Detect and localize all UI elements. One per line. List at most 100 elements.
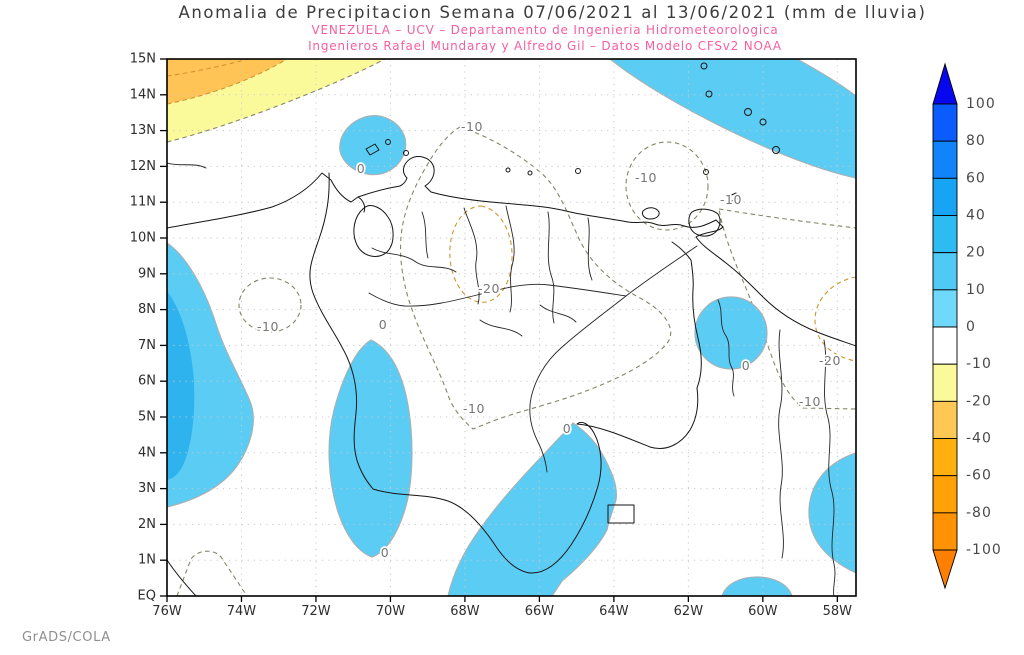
colorbar-tick-label: -20 xyxy=(966,393,992,409)
border-venezuela-guyana xyxy=(671,241,702,389)
lon-label: 60W xyxy=(748,604,778,619)
lat-label: 4N xyxy=(138,445,156,460)
colorbar-arrow-up xyxy=(932,62,958,105)
lat-label: 7N xyxy=(138,338,156,353)
border-venezuela-brazil xyxy=(372,387,699,574)
map-frame xyxy=(166,58,857,597)
island-trinidad xyxy=(688,208,721,237)
colorbar-tick-label: -80 xyxy=(966,505,992,521)
colorbar-segment xyxy=(932,289,958,328)
geography-layer xyxy=(167,62,856,596)
coastline-caribbean xyxy=(167,156,856,347)
colorbar-arrow-down xyxy=(932,549,958,590)
colorbar-segment xyxy=(932,326,958,365)
river-guyana-1 xyxy=(778,329,784,559)
colorbar-segment xyxy=(932,252,958,291)
islands-lesser-antilles xyxy=(385,62,780,176)
lon-label: 66W xyxy=(525,604,555,619)
region-neg20-core-east xyxy=(814,276,856,362)
lon-label: 62W xyxy=(674,604,704,619)
lat-label: 6N xyxy=(138,374,156,389)
colorbar-tick-label: 0 xyxy=(966,319,976,335)
region-neg20-core-central xyxy=(449,205,513,303)
colorbar-tick-label: 10 xyxy=(966,282,986,298)
river-orinoco xyxy=(529,245,698,473)
lake-maracaibo xyxy=(353,205,394,257)
lat-label: 13N xyxy=(130,123,156,138)
colorbar-segment xyxy=(932,177,958,216)
lat-label: 3N xyxy=(138,481,156,496)
lat-label: 11N xyxy=(130,195,156,210)
contour-value-label: -10 xyxy=(257,319,279,334)
anomaly-shading-layer xyxy=(167,59,856,596)
lon-label: 76W xyxy=(152,604,182,619)
contour-neg20-topleft xyxy=(167,59,288,105)
region-positive-essequibo-circle xyxy=(694,296,768,370)
river-essequibo xyxy=(717,299,735,397)
region-positive-antilles-band xyxy=(609,59,856,179)
contour-value-label: -10 xyxy=(799,394,821,409)
lon-label: 74W xyxy=(227,604,257,619)
lat-label: 8N xyxy=(138,302,156,317)
coast-corner-sw xyxy=(167,559,197,596)
lat-label: 12N xyxy=(130,159,156,174)
island-curacao xyxy=(365,143,380,156)
subtitle-institution: VENEZUELA – UCV – Departamento de Ingeni… xyxy=(311,23,779,37)
contour-value-label: 0 xyxy=(563,421,571,436)
lat-label: 2N xyxy=(138,517,156,532)
colorbar-segment xyxy=(932,215,958,254)
subtitle-authors: Ingenieros Rafael Mundaray y Alfredo Gil… xyxy=(308,39,782,53)
colorbar-segment xyxy=(932,438,958,477)
grid-layer xyxy=(167,59,856,596)
contour-value-label: 0 xyxy=(379,317,387,332)
colorbar-segment xyxy=(932,140,958,179)
region-negative-topleft-orange xyxy=(167,59,287,104)
colorbar-tick-label: -100 xyxy=(966,542,1002,558)
contour-label-layer: -10 -10 -10 -10 -10 -10 -20 -20 0 0 0 0 0 xyxy=(255,117,842,562)
lon-label: 68W xyxy=(450,604,480,619)
region-positive-70w-blob xyxy=(328,339,413,558)
colorbar-tick-label: 20 xyxy=(966,245,986,261)
region-positive-west-core xyxy=(167,291,195,480)
contour-neg10-topleft xyxy=(167,59,386,143)
lon-label: 64W xyxy=(599,604,629,619)
colorbar-tick-label: 60 xyxy=(966,170,986,186)
colorbar-tick-label: -40 xyxy=(966,431,992,447)
lat-label: 5N xyxy=(138,410,156,425)
lat-label: 14N xyxy=(130,87,156,102)
contour-value-label: 0 xyxy=(357,161,365,176)
page-title: Anomalia de Precipitacion Semana 07/06/2… xyxy=(178,3,927,22)
colorbar-segment xyxy=(932,363,958,402)
border-step-brazil xyxy=(607,504,635,524)
contour-value-label: -10 xyxy=(461,119,483,134)
region-negative-oval-73w xyxy=(238,277,302,333)
contour-value-label: 0 xyxy=(381,545,389,560)
island-margarita xyxy=(642,207,660,220)
region-positive-south-dome xyxy=(721,576,793,596)
colorbar-tick-label: -10 xyxy=(966,356,992,372)
grads-credit: GrADS/COLA xyxy=(22,630,111,645)
contour-value-label: -10 xyxy=(720,192,742,207)
lat-label: 15N xyxy=(130,52,156,67)
colorbar-tick-label: 40 xyxy=(966,208,986,224)
lat-label: 9N xyxy=(138,266,156,281)
colorbar-segment xyxy=(932,475,958,514)
lon-label: 70W xyxy=(376,604,406,619)
contour-neg30-topleft xyxy=(167,59,249,77)
colorbar-segment xyxy=(932,400,958,439)
region-negative-central xyxy=(400,126,672,430)
lon-label: 58W xyxy=(823,604,853,619)
river-apure xyxy=(368,283,627,307)
region-negative-topleft-yellow xyxy=(167,59,385,142)
colorbar-segment xyxy=(932,103,958,142)
region-negative-oval-62w xyxy=(625,141,709,231)
lon-label: 72W xyxy=(301,604,331,619)
contour-value-label: 0 xyxy=(742,358,750,373)
contour-value-label: -20 xyxy=(819,353,841,368)
region-positive-amazonas-blob xyxy=(447,422,617,596)
lat-label: 1N xyxy=(138,553,156,568)
colorbar-segment xyxy=(932,512,958,551)
